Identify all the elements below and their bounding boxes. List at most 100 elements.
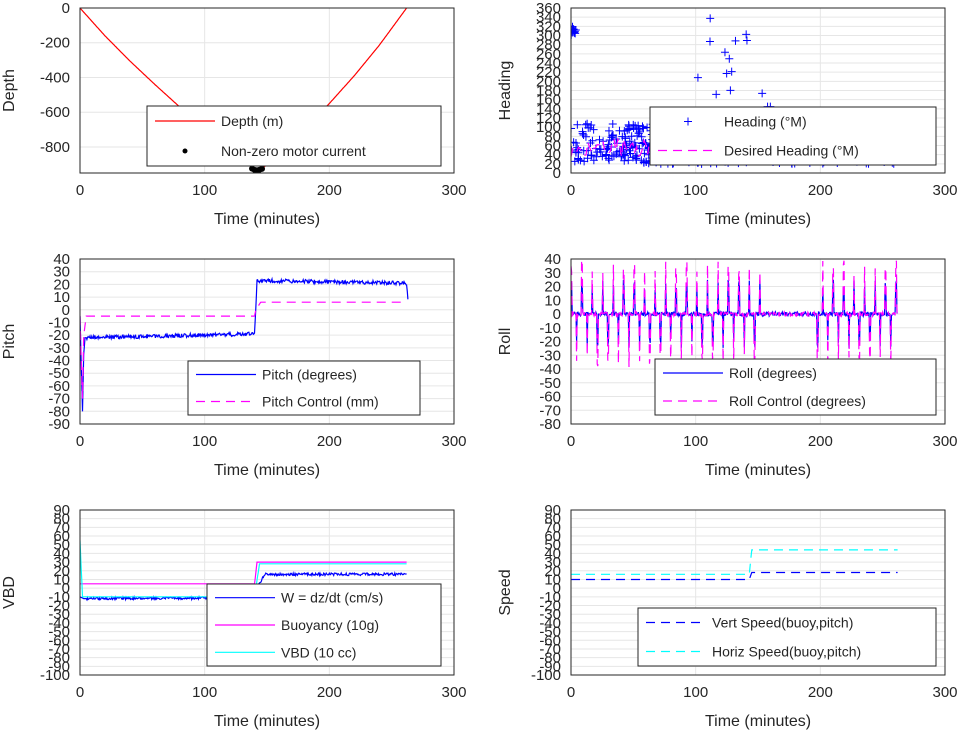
heading-marker xyxy=(742,36,751,45)
x-tick-label: 100 xyxy=(683,182,708,199)
heading-marker xyxy=(712,90,721,99)
axes-frame xyxy=(79,258,455,425)
x-axis-label: Time (minutes) xyxy=(705,211,811,228)
y-tick-label: -20 xyxy=(48,327,70,344)
y-tick-label: 340 xyxy=(536,9,561,26)
y-tick-label: -20 xyxy=(539,334,561,351)
x-axis-label: Time (minutes) xyxy=(214,462,320,479)
y-axis-label: Roll xyxy=(497,328,514,356)
y-tick-label: 20 xyxy=(544,156,561,173)
heading-marker xyxy=(742,30,751,39)
y-tick-label: -20 xyxy=(539,598,561,615)
legend-swatch xyxy=(684,117,692,126)
y-tick-label: 20 xyxy=(53,276,70,293)
heading-marker xyxy=(722,69,731,78)
heading-marker xyxy=(588,136,597,145)
y-tick-label: 180 xyxy=(536,83,561,100)
heading-marker xyxy=(576,156,585,165)
y-tick-label: 260 xyxy=(536,46,561,63)
heading-marker xyxy=(573,120,582,129)
legend-box xyxy=(187,360,421,416)
heading-marker xyxy=(589,125,598,134)
y-tick-label: 20 xyxy=(544,279,561,296)
y-tick-label: 10 xyxy=(53,571,70,588)
y-tick-label: 40 xyxy=(53,251,70,268)
legend: Heading (°M) Desired Heading (°M) xyxy=(649,106,937,166)
y-tick-label: 50 xyxy=(544,537,561,554)
legend-entry: Pitch (degrees) xyxy=(262,367,357,383)
y-tick-label: 0 xyxy=(62,302,70,319)
heading-marker xyxy=(571,22,577,31)
legend-entry: Roll Control (degrees) xyxy=(729,393,866,409)
series-pitch-control-mm xyxy=(80,301,407,399)
axes-frame xyxy=(570,7,946,174)
y-tick-label: 320 xyxy=(536,18,561,35)
plot-area xyxy=(571,549,898,581)
y-tick-label: 80 xyxy=(544,128,561,145)
heading-marker xyxy=(598,152,607,161)
y-tick-label: 10 xyxy=(544,292,561,309)
heading-marker xyxy=(619,150,628,159)
heading-marker xyxy=(579,131,588,140)
legend-entry: W = dz/dt (cm/s) xyxy=(281,590,383,606)
y-axis-label: Speed xyxy=(497,569,514,615)
y-tick-label: -70 xyxy=(48,391,70,408)
legend-entry: Depth (m) xyxy=(221,113,283,129)
y-tick-label: -80 xyxy=(539,650,561,667)
y-tick-label: -80 xyxy=(539,416,561,433)
x-tick-label: 100 xyxy=(192,182,217,199)
heading-marker xyxy=(706,14,715,23)
y-tick-label: 0 xyxy=(553,306,561,323)
chart-panel-heading: 0 100 200 300020406080100120140160180200220… xyxy=(497,0,958,228)
legend-box xyxy=(637,607,937,667)
heading-marker xyxy=(595,135,604,144)
heading-marker xyxy=(607,151,616,160)
axes-frame xyxy=(570,258,946,425)
heading-marker xyxy=(574,154,583,163)
y-tick-label: 30 xyxy=(53,554,70,571)
heading-marker xyxy=(609,152,618,161)
x-tick-label: 200 xyxy=(808,684,833,701)
heading-marker xyxy=(726,86,735,95)
y-tick-label: -10 xyxy=(539,320,561,337)
series-pitch-degrees xyxy=(80,276,409,412)
heading-marker xyxy=(725,54,734,63)
y-tick-label: 60 xyxy=(544,138,561,155)
y-tick-label: 10 xyxy=(53,289,70,306)
y-tick-label: -70 xyxy=(539,402,561,419)
series-roll-degrees xyxy=(571,279,898,349)
y-axis-label: Heading xyxy=(497,61,514,121)
heading-marker xyxy=(593,148,602,157)
series-buoyancy-10g xyxy=(80,561,407,585)
y-tick-label: -200 xyxy=(40,35,70,52)
y-tick-label: 280 xyxy=(536,37,561,54)
heading-marker xyxy=(625,125,634,134)
x-tick-label: 100 xyxy=(192,684,217,701)
y-tick-label: 40 xyxy=(544,545,561,562)
legend-entry: Roll (degrees) xyxy=(729,365,817,381)
x-tick-label: 100 xyxy=(683,433,708,450)
y-tick-label: -40 xyxy=(539,615,561,632)
y-tick-label: 30 xyxy=(544,554,561,571)
y-tick-label: 20 xyxy=(53,563,70,580)
plot-area xyxy=(571,259,899,369)
legend-entry: Desired Heading (°M) xyxy=(724,143,859,159)
y-tick-label: -10 xyxy=(48,314,70,331)
y-tick-label: -40 xyxy=(48,615,70,632)
legend-entry: Horiz Speed(buoy,pitch) xyxy=(712,644,861,660)
heading-marker xyxy=(637,156,646,165)
x-tick-label: 200 xyxy=(317,182,342,199)
heading-marker xyxy=(589,156,598,165)
y-tick-label: 140 xyxy=(536,101,561,118)
heading-marker xyxy=(625,137,634,146)
y-tick-label: 220 xyxy=(536,64,561,81)
legend: W = dz/dt (cm/s) Buoyancy (10g) VBD (10 cc… xyxy=(206,583,442,667)
y-tick-label: 240 xyxy=(536,55,561,72)
heading-marker xyxy=(620,156,629,165)
y-tick-label: 90 xyxy=(53,502,70,519)
plot-area xyxy=(80,276,409,412)
y-tick-label: -90 xyxy=(48,416,70,433)
heading-marker xyxy=(608,119,617,128)
heading-marker xyxy=(571,148,580,157)
heading-marker xyxy=(758,89,767,98)
